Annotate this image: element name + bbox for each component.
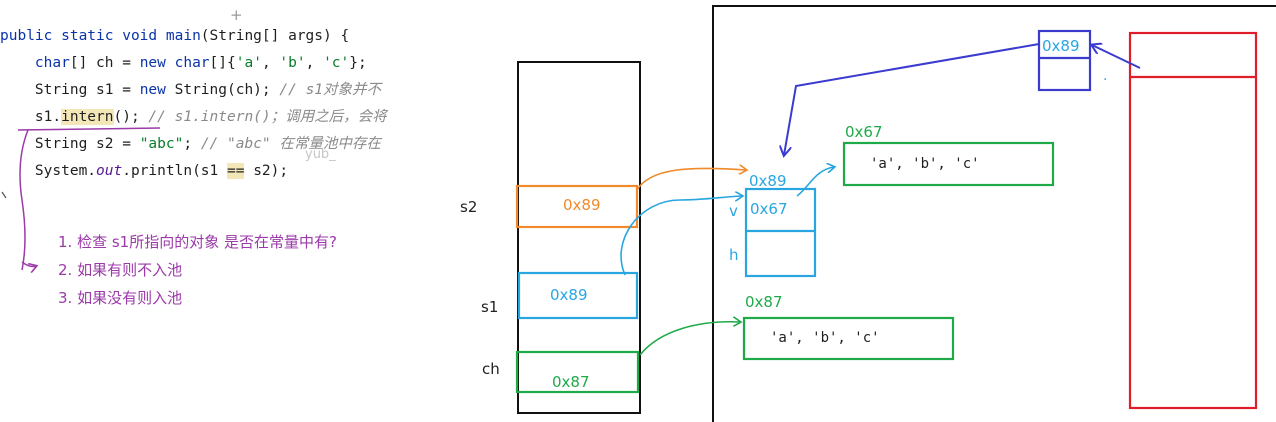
stack-value-ch: 0x87 (552, 373, 590, 391)
array-0x87-content: 'a', 'b', 'c' (770, 330, 880, 346)
cursor-crosshair-icon: + (230, 6, 243, 24)
note-item: 1. 检查 s1所指向的对象 是否在常量中有? (58, 233, 337, 251)
stack-value-s2: 0x89 (563, 196, 601, 214)
code-token: 'b' (279, 55, 306, 71)
code-token: 'a' (235, 55, 262, 71)
stack-slot-ch (515, 350, 640, 394)
code-token: out (96, 163, 123, 179)
code-token: }; (349, 55, 367, 71)
code-comment: // s1.intern()；调用之后，会将 (148, 109, 387, 125)
arrow-s2-to-string-object (636, 168, 746, 191)
code-line-6: System.out.println(s1 == s2); (0, 161, 445, 188)
code-line-5: String s2 = "abc"; // "abc" 在常量池中存在 (0, 134, 445, 161)
code-token: String s1 = (0, 82, 140, 98)
string-object-address: 0x89 (749, 172, 787, 190)
string-field-v-label: v (729, 202, 738, 220)
array-0x67-box (842, 141, 1055, 187)
code-line-3: String s1 = new String(ch); // s1对象并不 (0, 80, 445, 107)
annotation-arrow (21, 261, 36, 267)
stack-frame (517, 61, 641, 414)
pool-entry-box (1037, 29, 1092, 92)
code-token: new (139, 82, 175, 98)
code-token: String s2 = (0, 136, 140, 152)
array-0x87-box (742, 316, 955, 361)
code-token: ; (183, 136, 201, 152)
code-token: public static void (0, 28, 166, 44)
arrow-pool-table-to-entry (1092, 45, 1141, 69)
code-token: s2); (244, 163, 289, 179)
code-token: .println(s1 (122, 163, 227, 179)
arrow-pool-entry-to-string-object (784, 43, 1040, 155)
code-token: (); (113, 109, 149, 125)
stack-slot-s2 (515, 184, 639, 229)
note-item: 3. 如果没有则入池 (58, 289, 183, 307)
array-0x67-content: 'a', 'b', 'c' (870, 156, 980, 172)
string-pool-table (1128, 31, 1258, 410)
array-0x67-address: 0x67 (845, 123, 883, 141)
annotation-bracket (19, 129, 29, 271)
code-token: 'c' (323, 55, 350, 71)
code-token: , (305, 55, 324, 71)
stack-label-s1: s1 (481, 298, 498, 316)
code-token: []{ (209, 55, 236, 71)
arrow-ch-to-array-0x87 (639, 322, 740, 356)
pool-entry-value: 0x89 (1042, 37, 1080, 55)
string-object-box (744, 187, 817, 278)
code-line-1: public static void main(String[] args) { (0, 26, 445, 53)
code-token: System. (0, 163, 97, 179)
stack-label-s2: s2 (460, 198, 477, 216)
annotation-notes: 1. 检查 s1所指向的对象 是否在常量中有? 2. 如果有则不入池 3. 如果… (58, 232, 337, 316)
array-0x87-address: 0x87 (745, 293, 783, 311)
stack-slot-s1 (517, 271, 639, 320)
code-comment: // "abc" 在常量池中存在 (200, 136, 381, 152)
heap-frame (712, 5, 1276, 422)
string-field-v-value: 0x67 (750, 200, 788, 218)
code-token: String(ch); (174, 82, 280, 98)
stray-dot: . (1103, 68, 1107, 84)
arrow-v-to-array-0x67 (796, 167, 834, 197)
annotation-underline (17, 127, 161, 131)
code-comment: // s1对象并不 (279, 82, 382, 98)
code-token: main (165, 28, 201, 44)
code-block: public static void main(String[] args) {… (0, 26, 445, 188)
code-token: new (139, 55, 175, 71)
code-token: s1. (0, 109, 62, 125)
arrow-s1-to-string-object (620, 196, 742, 276)
note-item: 2. 如果有则不入池 (58, 261, 183, 279)
code-highlight: intern (61, 109, 114, 125)
watermark: yub_ (305, 147, 336, 162)
code-token: char (174, 55, 210, 71)
string-field-h-label: h (729, 246, 739, 264)
code-token: , (261, 55, 280, 71)
stack-label-ch: ch (482, 360, 500, 378)
code-token: (String[] args) { (200, 28, 350, 44)
stack-value-s1: 0x89 (550, 286, 588, 304)
code-token: char (34, 55, 70, 71)
code-line-4: s1.intern(); // s1.intern()；调用之后，会将 (0, 107, 445, 134)
code-highlight: == (227, 163, 245, 179)
code-token: [] ch = (69, 55, 140, 71)
code-line-2: char[] ch = new char[]{'a', 'b', 'c'}; (0, 53, 445, 80)
code-token: "abc" (139, 136, 184, 152)
fold-mark (1, 191, 7, 199)
